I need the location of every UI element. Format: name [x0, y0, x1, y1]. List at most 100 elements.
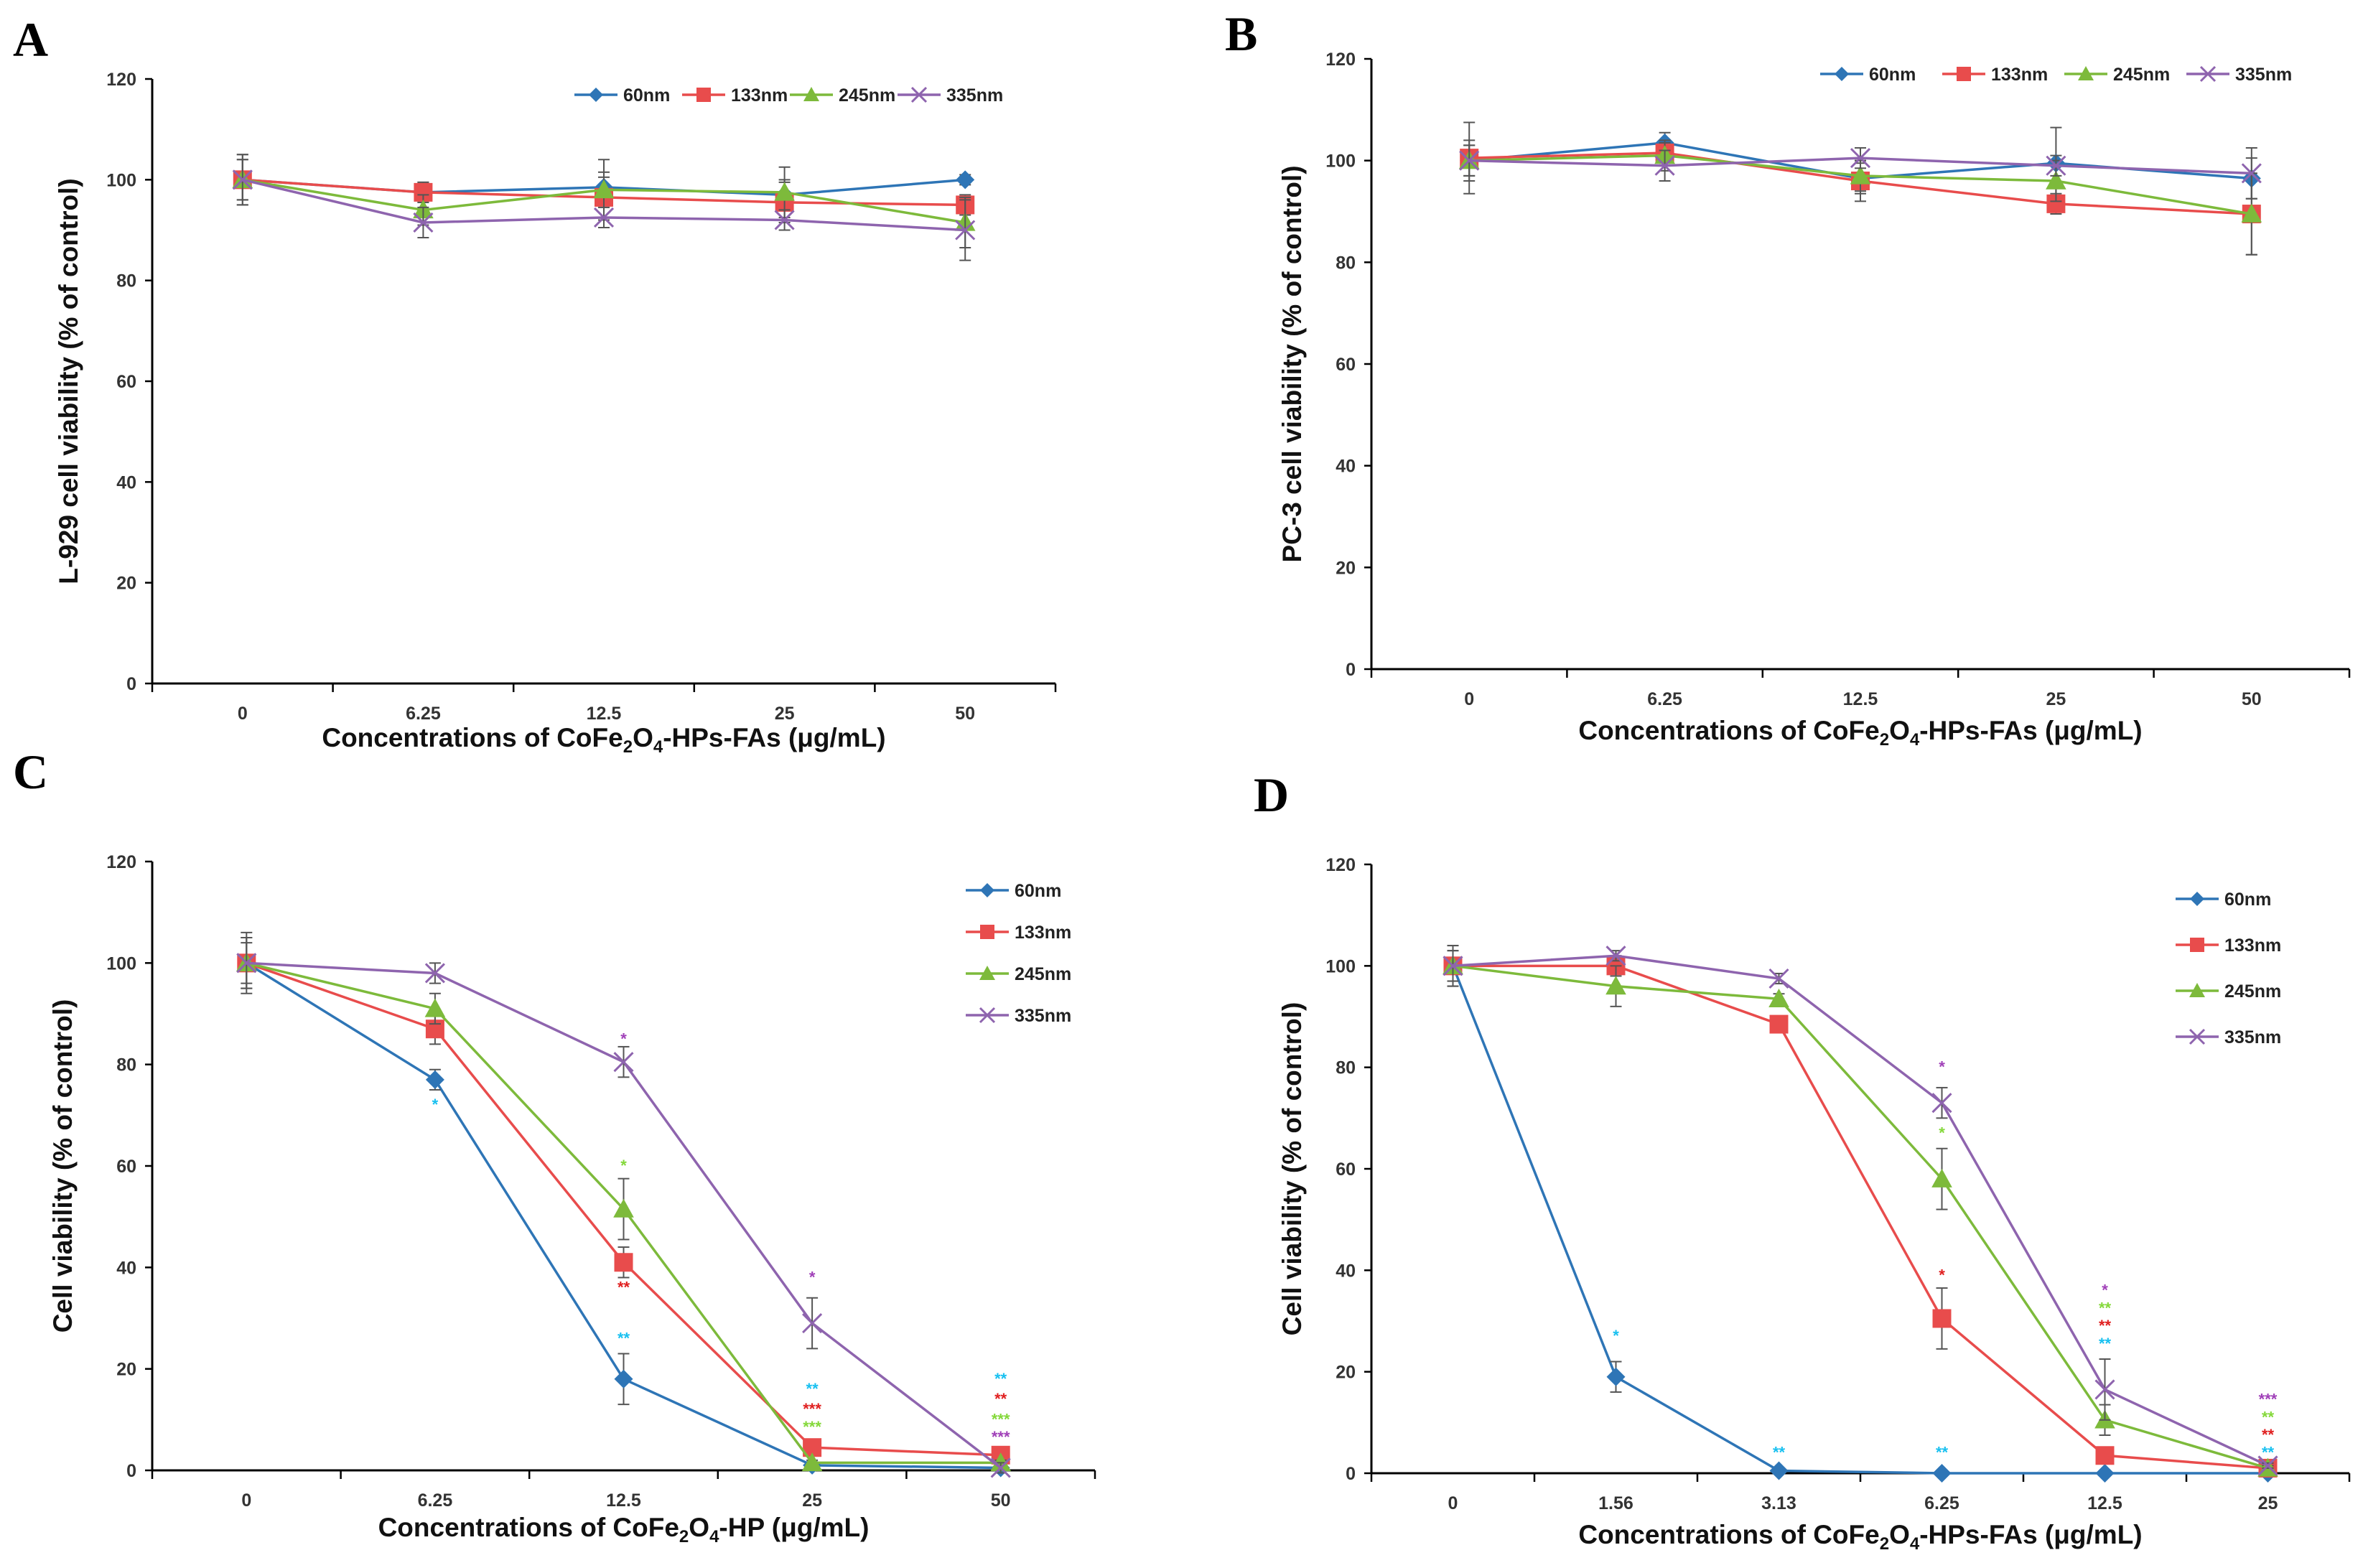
data-point-335nm: [232, 169, 253, 190]
x-axis-title-part: O: [633, 723, 653, 752]
x-axis-title-d: Concentrations of CoFe2O4-HPs-FAs (μg/mL…: [1578, 1520, 2142, 1554]
legend-marker-60nm: [589, 88, 603, 102]
x-axis-title-part: 4: [1910, 730, 1920, 750]
y-tick-label-c: 40: [116, 1258, 136, 1278]
x-tick-label-c: 50: [991, 1490, 1011, 1511]
data-point-245nm: [2046, 170, 2066, 190]
data-point-335nm-stroke-b: [2046, 155, 2066, 176]
x-tick-label-b: 50: [2242, 689, 2262, 709]
x-axis-title-part: 2: [1880, 1534, 1889, 1554]
x-tick-label-b: 12.5: [1843, 689, 1878, 709]
x-axis-title-part: Concentrations of CoFe: [322, 723, 623, 752]
significance-mark: ***: [992, 1410, 1010, 1428]
legend-label-133nm: 133nm: [1015, 923, 1071, 943]
data-point-133nm: [2095, 1446, 2115, 1465]
data-point-335nm-stroke-b: [1931, 1093, 1952, 1114]
x-axis-title-part: 2: [623, 737, 633, 757]
data-point-245nm: [1605, 976, 1626, 995]
x-axis-title-part: 2: [679, 1527, 689, 1546]
x-axis-title-part: 4: [653, 737, 663, 757]
data-point-335nm-stroke-b: [1654, 155, 1675, 176]
legend-item-335nm: 335nm: [898, 85, 1003, 106]
series-245nm-a: [232, 154, 976, 249]
data-point-335nm: [413, 212, 434, 233]
legend-marker-133nm: [980, 925, 994, 939]
significance-mark: *: [2102, 1282, 2108, 1299]
x-tick-label-a: 25: [775, 704, 795, 724]
x-tick-label-d: 0: [1448, 1493, 1458, 1513]
data-point-335nm: [802, 1313, 823, 1334]
data-point-335nm-stroke-b: [1768, 968, 1789, 989]
x-axis-title-part: 2: [1880, 730, 1889, 750]
y-tick-label-d: 20: [1336, 1363, 1356, 1383]
data-point-60nm: [1606, 1367, 1626, 1386]
y-tick-label-b: 20: [1336, 558, 1356, 578]
significance-mark: **: [2099, 1317, 2112, 1335]
data-point-133nm: [1769, 1014, 1789, 1034]
x-tick-label-d: 6.25: [1924, 1493, 1959, 1513]
data-point-245nm: [1768, 988, 1789, 1007]
legend-marker-60nm: [980, 883, 994, 897]
y-axis-title-d: Cell viability (% of control): [1277, 1002, 1307, 1336]
x-tick-label-d: 12.5: [2087, 1493, 2122, 1513]
series-133nm-d: [1443, 950, 2278, 1478]
series-60nm-d: [1443, 945, 2278, 1483]
y-tick-label-a: 0: [126, 674, 136, 694]
panel-letter-d: D: [1254, 767, 1289, 822]
data-point-335nm-stroke-b: [593, 207, 615, 228]
x-axis-title-part: 4: [709, 1527, 719, 1546]
data-point-335nm: [1931, 1093, 1952, 1114]
y-tick-label-d: 40: [1336, 1261, 1356, 1281]
significance-mark: **: [617, 1329, 630, 1347]
significance-mark: **: [1936, 1444, 1949, 1462]
significance-mark: **: [2099, 1335, 2112, 1353]
data-point-335nm-stroke-b: [2094, 1379, 2115, 1400]
legend-label-335nm: 335nm: [1015, 1006, 1071, 1026]
data-point-335nm-stroke-b: [1459, 150, 1480, 171]
data-point-60nm: [956, 170, 975, 190]
series-335nm-d: [1442, 945, 2278, 1476]
data-point-60nm: [2095, 1464, 2115, 1483]
legend-marker-245nm: [803, 87, 819, 101]
significance-mark: **: [994, 1370, 1007, 1388]
data-point-335nm-stroke-b: [2241, 163, 2262, 184]
y-axis-title-c: Cell viability (% of control): [48, 999, 78, 1333]
y-tick-label-c: 80: [116, 1055, 136, 1075]
legend-marker-133nm: [2190, 938, 2204, 952]
data-point-335nm-stroke-b: [236, 953, 257, 974]
data-point-335nm: [2094, 1379, 2115, 1400]
legend-marker-335nm: [2189, 1028, 2206, 1045]
panel-a: A 0 20 40 60 80 100 120 0 6.25 12.5 25 50 Concentrati…: [13, 12, 1057, 757]
x-axis-title-c: Concentrations of CoFe2O4-HP (μg/mL): [378, 1513, 870, 1546]
x-axis-title-part: O: [1889, 1520, 1910, 1549]
significance-mark: **: [2262, 1444, 2275, 1462]
data-point-245nm: [593, 179, 615, 199]
data-point-335nm: [1768, 968, 1789, 989]
y-tick-label-b: 60: [1336, 355, 1356, 375]
y-tick-label-a: 60: [116, 372, 136, 392]
legend-item-133nm: 133nm: [1942, 65, 2048, 85]
legend-item-335nm: 335nm: [2176, 1027, 2281, 1047]
data-point-335nm-stroke-b: [2257, 1455, 2278, 1476]
y-tick-label-c: 120: [106, 852, 136, 872]
legend-label-245nm: 245nm: [2113, 65, 2170, 85]
significance-mark: *: [620, 1157, 627, 1175]
x-tick-label-b: 6.25: [1647, 689, 1682, 709]
data-point-245nm: [774, 182, 795, 201]
panel-c: C 0 20 40 60 80 100 120 0 6.25 12.5 25 50 Concentrati…: [13, 745, 1096, 1546]
panel-b: B 0 20 40 60 80 100 120 0 6.25 12.5 25 50 Concentrati…: [1225, 6, 2351, 750]
legend-marker-133nm: [1957, 67, 1971, 81]
data-point-335nm-stroke-b: [774, 210, 795, 230]
series-line-133nm: [1453, 964, 2268, 1470]
legend-item-245nm: 245nm: [2064, 65, 2170, 85]
y-tick-label-a: 40: [116, 472, 136, 493]
significance-mark: **: [994, 1390, 1007, 1408]
y-tick-label-d: 100: [1325, 956, 1356, 976]
data-point-335nm: [613, 1052, 634, 1073]
legend-marker-335nm-stroke-b: [910, 86, 928, 103]
legend-item-60nm: 60nm: [574, 85, 670, 106]
data-point-335nm-stroke-b: [802, 1313, 823, 1334]
y-axis-title-a: L-929 cell viability (% of control): [54, 178, 83, 584]
significance-mark: **: [617, 1279, 630, 1297]
